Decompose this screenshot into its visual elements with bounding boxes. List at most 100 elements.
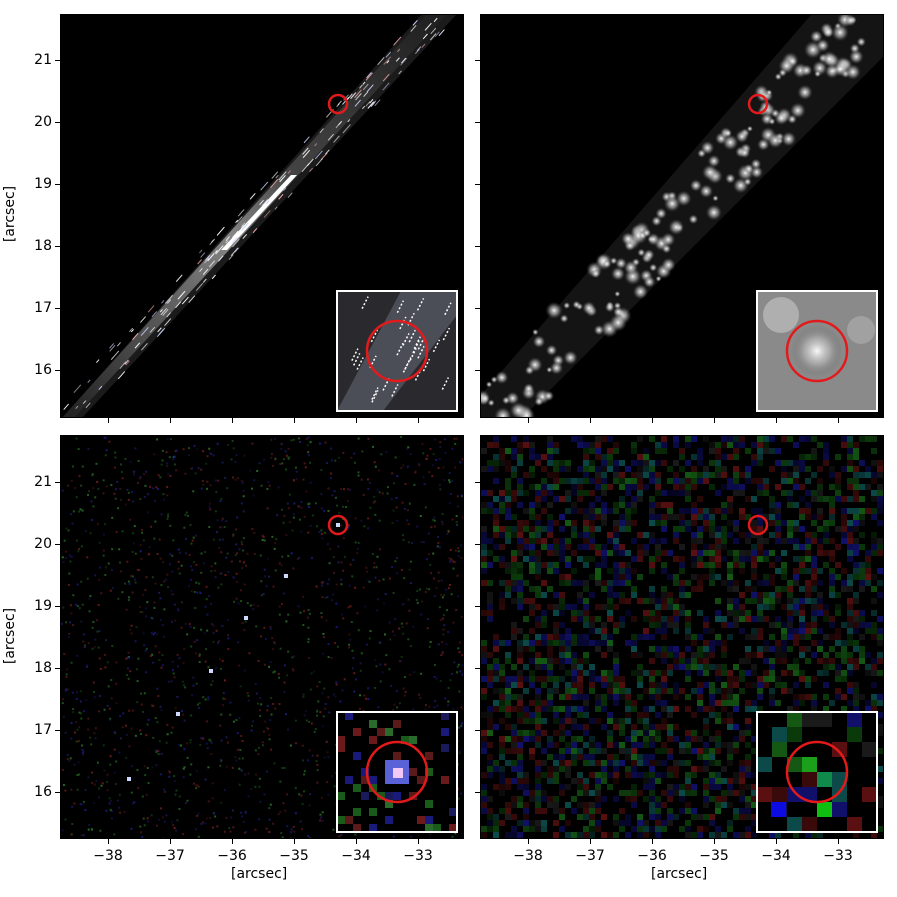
noise-pixel (523, 442, 529, 448)
noise-pixel (67, 484, 70, 487)
noise-pixel (733, 664, 739, 670)
noise-pixel (215, 531, 218, 534)
noise-pixel (535, 562, 541, 568)
noise-pixel (697, 700, 703, 706)
noise-pixel (392, 708, 395, 711)
noise-pixel (333, 490, 336, 493)
noise-pixel (829, 574, 835, 580)
noise-pixel (232, 720, 235, 723)
noise-pixel (559, 754, 565, 760)
noise-pixel (175, 469, 178, 472)
noise-pixel (458, 651, 461, 654)
noise-pixel (253, 531, 256, 534)
noise-pixel (250, 729, 253, 732)
streak (237, 209, 245, 217)
bright-blob (705, 204, 722, 221)
noise-pixel (709, 706, 715, 712)
noise-pixel (440, 654, 443, 657)
noise-pixel (269, 719, 272, 722)
noise-pixel (259, 697, 262, 700)
noise-pixel (210, 683, 213, 686)
noise-pixel (91, 647, 94, 650)
noise-pixel (149, 654, 152, 657)
noise-pixel (151, 617, 154, 620)
noise-pixel (130, 491, 133, 494)
noise-pixel (88, 823, 91, 826)
noise-pixel (715, 796, 721, 802)
noise-pixel (411, 542, 414, 545)
noise-pixel (643, 730, 649, 736)
noise-pixel (745, 466, 751, 472)
noise-pixel (461, 458, 463, 461)
noise-pixel (166, 438, 169, 441)
noise-pixel (294, 466, 297, 469)
noise-pixel (335, 583, 338, 586)
noise-pixel (447, 700, 450, 703)
noise-pixel (883, 550, 884, 556)
noise-pixel (161, 816, 164, 819)
noise-pixel (715, 448, 721, 454)
noise-pixel (452, 567, 455, 570)
noise-pixel (156, 633, 159, 636)
inset-pixel (369, 824, 377, 832)
noise-pixel (715, 760, 721, 766)
noise-pixel (781, 574, 787, 580)
noise-pixel (535, 826, 541, 832)
noise-pixel (266, 704, 269, 707)
noise-pixel (661, 634, 667, 640)
noise-pixel (178, 807, 181, 810)
noise-pixel (601, 676, 607, 682)
noise-pixel (222, 692, 225, 695)
noise-pixel (340, 583, 343, 586)
noise-pixel (367, 527, 370, 530)
noise-pixel (329, 477, 332, 480)
noise-pixel (613, 574, 619, 580)
inset-pixel (369, 776, 377, 784)
noise-pixel (745, 802, 751, 808)
y-tick-label: 16 (34, 362, 52, 378)
noise-pixel (505, 640, 511, 646)
noise-pixel (601, 520, 607, 526)
noise-pixel (353, 690, 356, 693)
streak (231, 236, 238, 244)
noise-pixel (62, 784, 65, 787)
noise-pixel (841, 466, 847, 472)
noise-pixel (715, 472, 721, 478)
image-top-right (481, 15, 883, 417)
noise-pixel (607, 532, 613, 538)
noise-pixel (408, 502, 411, 505)
noise-pixel (763, 646, 769, 652)
noise-pixel (691, 814, 697, 820)
noise-pixel (420, 613, 423, 616)
noise-pixel (715, 700, 721, 706)
noise-pixel (499, 742, 505, 748)
noise-pixel (619, 616, 625, 622)
noise-pixel (278, 613, 281, 616)
noise-pixel (799, 460, 805, 466)
noise-pixel (583, 532, 589, 538)
noise-pixel (395, 506, 398, 509)
noise-pixel (829, 538, 835, 544)
noise-pixel (781, 670, 787, 676)
noise-pixel (667, 514, 673, 520)
noise-pixel (739, 490, 745, 496)
noise-pixel (745, 796, 751, 802)
inset-blob (791, 325, 843, 377)
noise-pixel (745, 532, 751, 538)
noise-pixel (883, 502, 884, 508)
noise-pixel (493, 634, 499, 640)
noise-pixel (805, 598, 811, 604)
noise-pixel (673, 628, 679, 634)
noise-pixel (160, 752, 163, 755)
noise-pixel (847, 520, 853, 526)
noise-pixel (697, 550, 703, 556)
noise-pixel (691, 790, 697, 796)
noise-pixel (347, 488, 350, 491)
noise-pixel (595, 760, 601, 766)
noise-pixel (853, 514, 859, 520)
noise-pixel (877, 568, 883, 574)
noise-pixel (127, 580, 130, 583)
noise-pixel (769, 550, 775, 556)
noise-pixel (237, 602, 240, 605)
noise-pixel (691, 658, 697, 664)
